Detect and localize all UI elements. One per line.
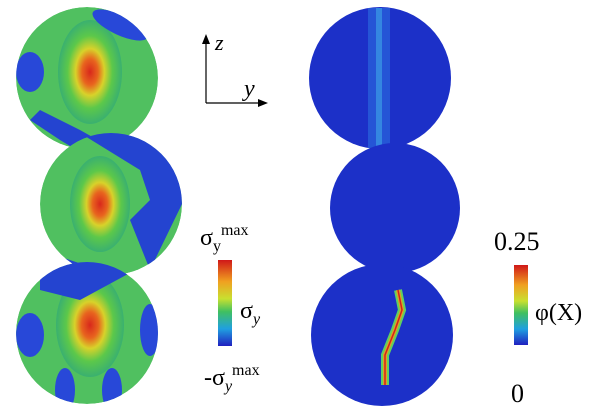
- label-part: y: [223, 378, 233, 395]
- axes-indicator: z y: [202, 30, 268, 107]
- label-part: y: [251, 311, 261, 328]
- colorbar-label: -σymax: [204, 362, 260, 395]
- colorbar-label: 0.25: [494, 227, 540, 256]
- damage-disks: [309, 7, 460, 406]
- label-part: σ: [240, 298, 253, 324]
- damage-colorbar: 0.25 φ(X) 0: [494, 227, 582, 408]
- label-part: max: [221, 222, 249, 239]
- stress-colorbar: σymax σy -σymax: [200, 222, 261, 395]
- colorbar-label: 0: [511, 379, 524, 408]
- colorbar-label: σy: [240, 298, 261, 328]
- colorbar-label: σymax: [200, 222, 248, 255]
- stress-disks: [16, 3, 182, 412]
- colorbar-label: φ(X): [535, 300, 582, 326]
- label-part: -σ: [204, 365, 225, 391]
- label-part: max: [232, 362, 260, 379]
- axis-label: z: [214, 30, 224, 55]
- label-part: y: [213, 238, 221, 255]
- label-part: σ: [200, 225, 213, 251]
- axis-label: y: [242, 76, 255, 102]
- figure: z y σymax σy -σymax 0.25 φ(X) 0: [0, 0, 605, 414]
